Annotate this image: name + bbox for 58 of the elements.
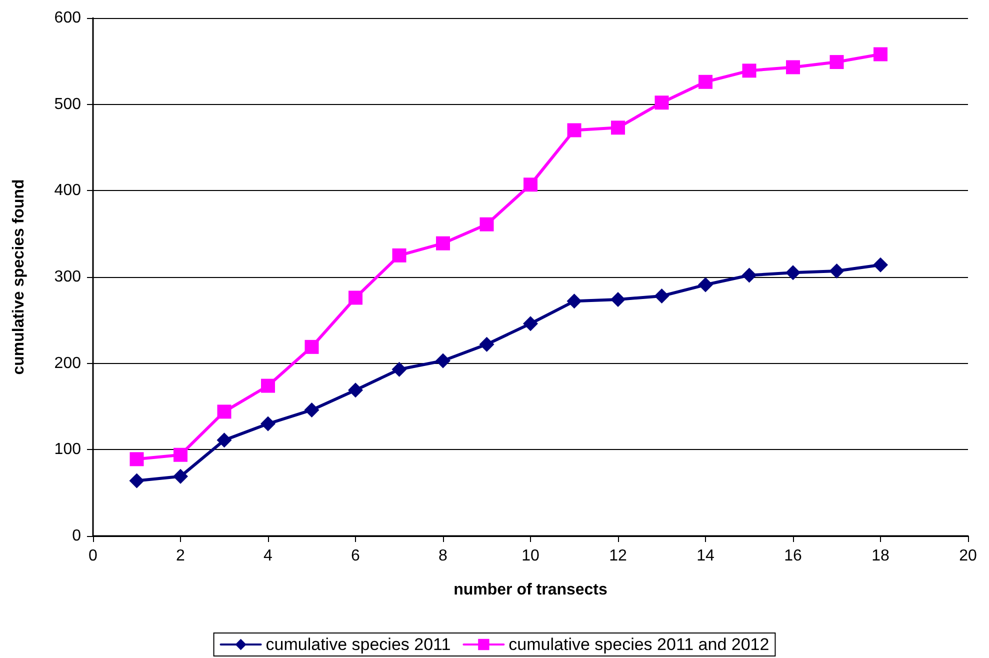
y-axis-title: cumulative species found <box>10 179 28 375</box>
y-tick-label: 400 <box>54 182 82 200</box>
x-tick-label: 8 <box>438 548 448 564</box>
point <box>786 265 800 280</box>
point <box>830 55 844 70</box>
point <box>610 292 626 307</box>
y-tick-label: 0 <box>72 528 82 544</box>
point <box>654 288 670 304</box>
x-tick-label: 0 <box>88 548 98 564</box>
point <box>786 60 800 74</box>
point <box>654 96 669 110</box>
point <box>392 362 407 377</box>
point <box>567 123 582 138</box>
point <box>304 340 319 354</box>
x-tick-label: 6 <box>351 548 360 564</box>
legend-label: cumulative species 2011 <box>266 635 451 654</box>
x-tick-label: 4 <box>264 548 273 564</box>
x-tick-label: 20 <box>959 548 977 564</box>
point <box>129 473 144 488</box>
point <box>874 47 888 62</box>
x-tick-label: 18 <box>872 548 890 564</box>
point <box>566 294 582 309</box>
y-tick-label: 200 <box>54 354 82 372</box>
point <box>130 452 144 466</box>
point <box>480 217 494 232</box>
point <box>174 448 188 462</box>
point <box>304 402 320 418</box>
point <box>873 257 888 272</box>
point <box>348 290 362 305</box>
point <box>436 353 450 368</box>
legend-label: cumulative species 2011 and 2012 <box>508 635 770 654</box>
point <box>216 432 232 448</box>
x-tick-label: 16 <box>784 548 802 564</box>
point <box>829 263 844 278</box>
point <box>260 416 276 432</box>
point <box>261 378 275 393</box>
point <box>742 268 757 283</box>
point <box>523 316 538 332</box>
x-tick-label: 14 <box>696 548 714 564</box>
point <box>173 468 188 484</box>
x-tick-label: 10 <box>522 548 540 564</box>
point <box>392 248 406 262</box>
x-tick-label: 2 <box>176 548 186 564</box>
point <box>436 236 450 250</box>
point <box>217 404 232 419</box>
point <box>742 64 756 78</box>
point <box>698 277 713 292</box>
point <box>348 382 363 398</box>
y-tick-label: 600 <box>54 10 82 26</box>
y-tick-label: 300 <box>54 268 82 286</box>
y-tick-label: 100 <box>54 441 82 458</box>
x-tick-label: 12 <box>609 548 627 564</box>
point <box>524 178 538 192</box>
y-tick-label: 500 <box>54 96 82 113</box>
point <box>698 74 712 89</box>
x-axis-title: number of transects <box>454 582 608 598</box>
point <box>479 336 494 352</box>
point <box>611 120 625 135</box>
